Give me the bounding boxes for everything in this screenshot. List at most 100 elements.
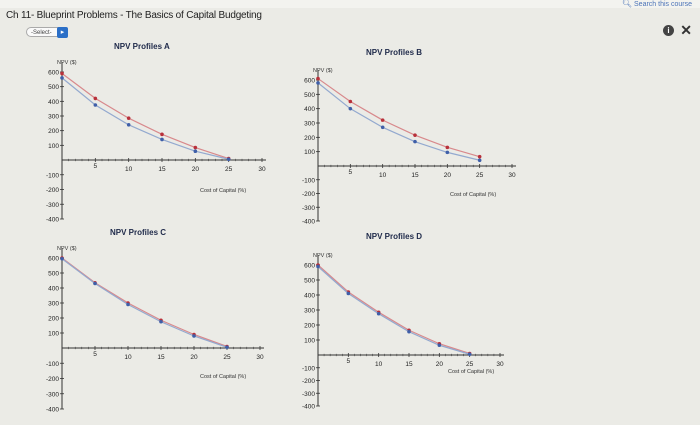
- data-point: [413, 133, 417, 137]
- data-point: [126, 302, 130, 307]
- y-tick-label: -100: [46, 172, 59, 179]
- select-dropdown[interactable]: -Select- ▸: [26, 27, 68, 38]
- x-tick-label: 5: [347, 358, 351, 365]
- x-tick-label: 25: [476, 172, 484, 179]
- npv-chart-a: NPV ($) 600 500 400 300 200 100 -100 -200 -300 -40…: [46, 60, 266, 224]
- info-icon[interactable]: i: [663, 25, 674, 36]
- panel-title-a: NPV Profiles A: [114, 42, 170, 51]
- data-point: [160, 137, 164, 142]
- data-point: [445, 150, 450, 155]
- series-line: [317, 266, 470, 355]
- x-tick-label: 10: [375, 361, 383, 368]
- y-tick-label: 400: [304, 106, 315, 113]
- data-point: [346, 291, 351, 296]
- x-axis-label: Cost of Capital (%): [200, 188, 246, 194]
- y-tick-label: 600: [304, 263, 315, 270]
- y-tick-label: 200: [304, 323, 315, 330]
- data-point: [126, 123, 131, 127]
- y-tick-label: 600: [48, 70, 59, 77]
- x-tick-label: 15: [411, 172, 419, 179]
- x-tick-label: 5: [349, 169, 353, 176]
- y-tick-label: 500: [48, 84, 59, 91]
- y-tick-label: 100: [304, 149, 315, 156]
- data-point: [60, 256, 64, 261]
- data-point: [437, 343, 442, 348]
- data-point: [60, 76, 64, 80]
- y-tick-label: -400: [302, 404, 315, 411]
- close-icon[interactable]: ✕: [680, 22, 692, 38]
- y-tick-label: 100: [304, 338, 315, 345]
- data-point: [316, 81, 320, 85]
- y-axis-label: NPV ($): [57, 246, 77, 252]
- data-point: [445, 145, 450, 150]
- y-tick-label: 300: [48, 301, 59, 308]
- y-tick-label: 200: [48, 128, 59, 135]
- x-axis-label: Cost of Capital (%): [200, 374, 246, 380]
- y-tick-label: -100: [302, 365, 315, 372]
- x-tick-label: 5: [94, 163, 98, 170]
- series-line: [61, 77, 229, 160]
- data-point: [93, 103, 98, 107]
- series-line: [317, 78, 480, 158]
- data-point: [467, 352, 472, 357]
- y-tick-label: 400: [48, 286, 59, 293]
- x-tick-label: 15: [405, 361, 413, 368]
- data-point: [477, 154, 482, 159]
- y-tick-label: 300: [304, 308, 315, 315]
- x-tick-label: 5: [93, 351, 97, 358]
- data-point: [413, 139, 417, 144]
- data-point: [380, 125, 385, 130]
- x-tick-label: 15: [157, 354, 165, 361]
- y-tick-label: 100: [48, 331, 59, 338]
- data-point: [376, 311, 381, 316]
- series-line: [61, 257, 228, 348]
- panel-title-c: NPV Profiles C: [110, 228, 167, 237]
- x-tick-label: 10: [125, 166, 133, 173]
- npv-chart-c: NPV ($) 600 500 400 300 200 100 -100 -200 -300 -40…: [46, 246, 264, 414]
- y-tick-label: 600: [304, 78, 315, 85]
- y-tick-label: 300: [48, 114, 59, 121]
- data-point: [160, 132, 164, 137]
- y-tick-label: 600: [48, 256, 59, 263]
- x-tick-label: 30: [258, 166, 266, 173]
- x-tick-label: 10: [379, 172, 387, 179]
- y-tick-label: 300: [304, 121, 315, 128]
- y-tick-label: -100: [46, 361, 59, 368]
- y-tick-label: -300: [46, 391, 59, 398]
- y-axis-label: NPV ($): [313, 253, 333, 259]
- data-point: [126, 116, 131, 120]
- x-axis-label: Cost of Capital (%): [448, 369, 494, 375]
- data-point: [316, 76, 320, 81]
- series-line: [61, 258, 228, 348]
- npv-chart-b: NPV ($) 600 500 400 300 200 100 -100 -200 -300 -40…: [302, 68, 516, 226]
- series-line: [61, 72, 229, 160]
- data-point: [348, 106, 353, 111]
- y-tick-label: -300: [302, 205, 315, 212]
- y-tick-label: -300: [302, 391, 315, 398]
- series-line: [317, 264, 470, 355]
- y-tick-label: 400: [48, 99, 59, 106]
- page-title: Ch 11- Blueprint Problems - The Basics o…: [6, 10, 262, 21]
- y-tick-label: 500: [304, 278, 315, 285]
- y-tick-label: -400: [302, 219, 315, 226]
- select-go-button[interactable]: ▸: [57, 27, 68, 38]
- data-point: [93, 281, 97, 286]
- y-tick-label: -400: [46, 217, 59, 224]
- y-tick-label: -300: [46, 202, 59, 209]
- y-axis-label: NPV ($): [313, 68, 333, 74]
- x-tick-label: 20: [190, 354, 198, 361]
- search-course-link[interactable]: 🔍︎ Search this course: [622, 0, 692, 8]
- x-tick-label: 10: [124, 354, 132, 361]
- y-tick-label: 200: [48, 316, 59, 323]
- x-tick-label: 25: [223, 354, 231, 361]
- data-point: [193, 145, 198, 150]
- search-course-label: Search this course: [634, 1, 692, 8]
- x-tick-label: 25: [225, 166, 233, 173]
- x-tick-label: 30: [496, 361, 504, 368]
- y-tick-label: 100: [48, 143, 59, 150]
- y-tick-label: 200: [304, 135, 315, 142]
- y-tick-label: -200: [302, 191, 315, 198]
- panel-title-b: NPV Profiles B: [366, 48, 423, 57]
- npv-chart-d: NPV ($) 600 500 400 300 200 100 -100 -200 -300 -40…: [302, 253, 504, 411]
